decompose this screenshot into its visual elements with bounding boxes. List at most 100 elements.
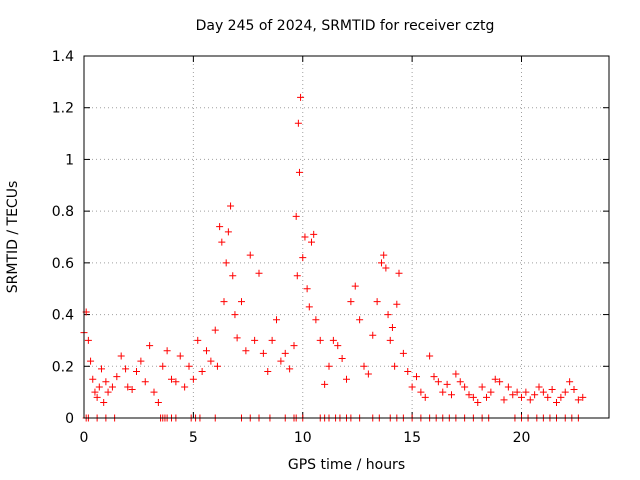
x-tick-label: 0 xyxy=(80,430,89,446)
data-point xyxy=(461,383,469,391)
chart-title: Day 245 of 2024, SRMTID for receiver czt… xyxy=(195,18,495,34)
y-tick-label: 0.2 xyxy=(52,359,74,375)
y-tick-label: 0.4 xyxy=(52,308,74,324)
data-point xyxy=(439,388,447,396)
data-point xyxy=(329,336,337,344)
data-point xyxy=(321,380,329,388)
data-point xyxy=(343,375,350,383)
data-point xyxy=(465,391,473,399)
data-point xyxy=(557,393,565,401)
data-point xyxy=(93,393,101,401)
data-point xyxy=(509,391,517,399)
data-point xyxy=(574,396,582,404)
data-point xyxy=(393,300,401,308)
axis-ticks: 0 0.2 0.4 0.6 0.8 1 1.2 1.4 0 5 10 15 20 xyxy=(52,49,609,446)
data-point xyxy=(122,365,130,373)
data-point xyxy=(417,388,425,396)
x-tick-label: 20 xyxy=(513,430,531,446)
data-point xyxy=(553,398,560,406)
data-point xyxy=(297,93,305,101)
data-point xyxy=(113,373,121,381)
data-point xyxy=(198,367,206,375)
data-point xyxy=(548,386,556,394)
x-tick-label: 15 xyxy=(403,430,421,446)
data-point xyxy=(137,357,145,365)
data-point xyxy=(172,378,180,386)
data-point xyxy=(378,259,385,267)
data-point xyxy=(168,375,175,383)
data-point xyxy=(268,336,276,344)
data-point xyxy=(526,396,534,404)
data-point xyxy=(382,264,390,272)
data-point xyxy=(513,388,521,396)
x-axis-label: GPS time / hours xyxy=(287,457,406,473)
data-point xyxy=(128,386,136,394)
data-point xyxy=(242,347,250,355)
data-point xyxy=(87,357,95,365)
data-point xyxy=(373,298,381,306)
data-point xyxy=(338,355,346,363)
data-point xyxy=(294,119,302,127)
data-points xyxy=(80,93,587,422)
data-point xyxy=(388,324,396,331)
data-point xyxy=(133,367,140,375)
data-point xyxy=(229,272,237,280)
data-point xyxy=(150,388,158,396)
data-point xyxy=(273,316,280,324)
data-point xyxy=(286,365,294,373)
data-point xyxy=(293,272,301,280)
data-point xyxy=(395,269,403,277)
data-point xyxy=(299,254,307,262)
data-point xyxy=(452,370,460,378)
data-point xyxy=(430,373,438,381)
data-point xyxy=(579,393,587,401)
data-point xyxy=(100,398,108,406)
data-point xyxy=(434,378,442,386)
data-point xyxy=(491,375,499,383)
data-point xyxy=(518,393,525,401)
data-point xyxy=(305,303,313,311)
data-point xyxy=(117,352,125,360)
data-point xyxy=(104,388,112,396)
data-point xyxy=(404,367,412,375)
data-point xyxy=(469,393,477,401)
data-point xyxy=(544,393,552,401)
data-point xyxy=(391,362,399,370)
y-tick-label: 0 xyxy=(65,411,74,427)
data-point xyxy=(220,298,228,306)
data-point xyxy=(531,391,539,399)
x-tick-label: 5 xyxy=(189,430,198,446)
data-point xyxy=(146,342,154,350)
data-point xyxy=(369,331,377,339)
data-point xyxy=(456,378,464,386)
data-point xyxy=(380,251,388,259)
data-point xyxy=(325,362,333,370)
data-point xyxy=(189,375,197,383)
data-point xyxy=(356,316,364,324)
x-tick-label: 10 xyxy=(294,430,312,446)
data-point xyxy=(154,398,162,406)
data-point xyxy=(251,336,259,344)
data-point xyxy=(347,298,355,306)
data-point xyxy=(487,388,495,396)
data-point xyxy=(301,233,309,241)
data-point xyxy=(233,334,241,342)
data-point xyxy=(478,383,486,391)
data-point xyxy=(211,326,219,334)
data-point xyxy=(504,383,512,391)
data-point xyxy=(176,352,184,360)
data-point xyxy=(292,212,300,220)
data-point xyxy=(255,269,263,277)
plot-frame xyxy=(83,55,610,419)
data-point xyxy=(483,393,490,401)
y-tick-label: 1.4 xyxy=(52,49,74,65)
data-point xyxy=(303,285,311,293)
data-point xyxy=(448,391,455,399)
data-point xyxy=(95,383,103,391)
data-point xyxy=(218,238,226,246)
data-point xyxy=(264,367,272,375)
data-point xyxy=(277,357,285,365)
data-point xyxy=(310,230,318,238)
data-point xyxy=(522,388,530,396)
